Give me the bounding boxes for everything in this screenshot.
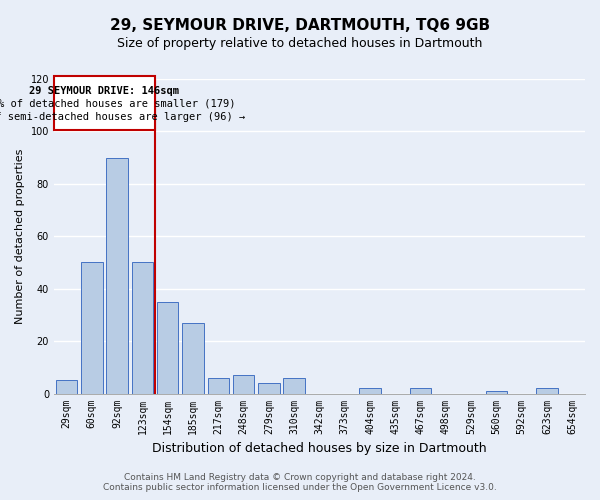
Text: ← 65% of detached houses are smaller (179): ← 65% of detached houses are smaller (17… <box>0 99 236 109</box>
X-axis label: Distribution of detached houses by size in Dartmouth: Distribution of detached houses by size … <box>152 442 487 455</box>
Bar <box>81 262 103 394</box>
Bar <box>56 380 77 394</box>
Text: Size of property relative to detached houses in Dartmouth: Size of property relative to detached ho… <box>118 38 482 51</box>
Bar <box>208 378 229 394</box>
Text: Contains HM Land Registry data © Crown copyright and database right 2024.
Contai: Contains HM Land Registry data © Crown c… <box>103 473 497 492</box>
Bar <box>410 388 431 394</box>
Text: 29 SEYMOUR DRIVE: 146sqm: 29 SEYMOUR DRIVE: 146sqm <box>29 86 179 96</box>
Bar <box>55 76 155 130</box>
Bar <box>182 323 204 394</box>
Bar <box>106 158 128 394</box>
Bar <box>486 391 507 394</box>
Y-axis label: Number of detached properties: Number of detached properties <box>15 148 25 324</box>
Bar <box>157 302 178 394</box>
Bar <box>283 378 305 394</box>
Bar <box>258 383 280 394</box>
Text: 29, SEYMOUR DRIVE, DARTMOUTH, TQ6 9GB: 29, SEYMOUR DRIVE, DARTMOUTH, TQ6 9GB <box>110 18 490 32</box>
Bar <box>359 388 381 394</box>
Bar <box>131 262 153 394</box>
Bar <box>233 375 254 394</box>
Bar <box>536 388 558 394</box>
Text: 35% of semi-detached houses are larger (96) →: 35% of semi-detached houses are larger (… <box>0 112 245 122</box>
